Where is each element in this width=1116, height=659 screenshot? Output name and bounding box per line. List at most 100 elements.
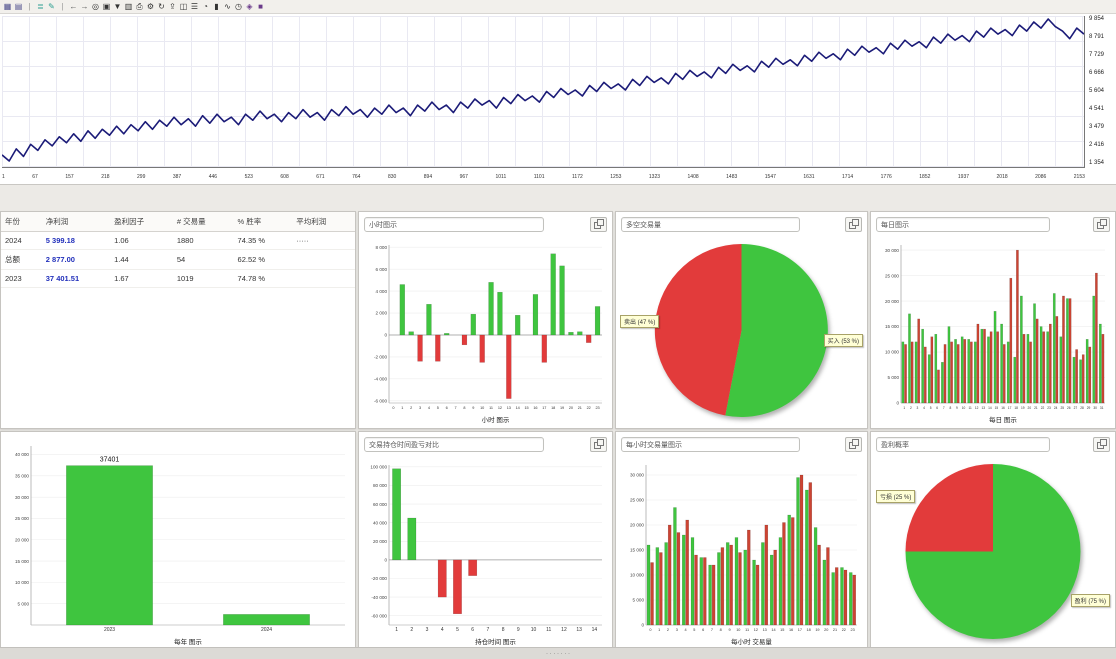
bar bbox=[392, 468, 401, 561]
filter-icon[interactable]: ▼ bbox=[113, 1, 122, 11]
settings-icon[interactable]: ⚙ bbox=[146, 1, 155, 11]
bar-chart-svg: 100 000 80 000 60 000 40 000 20 000 0 -20 000 -… bbox=[370, 465, 602, 646]
table-row[interactable]: 2024 5 399.18 1.06 1880 74.35 % ····· bbox=[1, 231, 355, 250]
arrow-right-icon[interactable]: → bbox=[80, 1, 89, 11]
table-row[interactable]: 2023 37 401.51 1.67 1019 74.78 % bbox=[1, 269, 355, 288]
tick-label: 13 bbox=[576, 627, 582, 633]
table-header[interactable]: % 胜率 bbox=[233, 212, 293, 232]
tick-label: 2 bbox=[410, 627, 413, 633]
calendar-icon[interactable]: ▣ bbox=[102, 1, 111, 11]
table-cell: 62.52 % bbox=[233, 249, 293, 270]
table-header[interactable]: 盈利因子 bbox=[110, 212, 173, 232]
tick-label: 1 bbox=[658, 628, 660, 632]
bar bbox=[852, 574, 856, 626]
tick-label: 15 bbox=[780, 628, 784, 632]
bar bbox=[650, 562, 654, 626]
tick-label: 3 bbox=[426, 627, 429, 633]
pie-icon[interactable]: ◔ bbox=[203, 1, 208, 11]
bar-chart-svg: 8 000 6 000 4 000 2 000 0 -2 000 -4 000 -6 000 0… bbox=[374, 245, 602, 424]
tick-label: 14 bbox=[516, 406, 520, 410]
pie-callout: 卖出 (47 %) bbox=[620, 315, 660, 329]
x-tick: 1631 bbox=[803, 173, 815, 180]
bar bbox=[1029, 341, 1032, 404]
bar-icon[interactable]: ▮ bbox=[214, 1, 219, 11]
tick-label: 3 bbox=[676, 628, 678, 632]
copy-icon[interactable] bbox=[1093, 217, 1110, 232]
copy-icon[interactable] bbox=[845, 437, 862, 452]
copy-icon[interactable] bbox=[1093, 437, 1110, 452]
bar bbox=[989, 331, 993, 404]
duration-title-input[interactable]: 交易持仓时间盈亏对比 bbox=[364, 437, 545, 452]
table-header[interactable]: 净利润 bbox=[41, 212, 111, 232]
table-header[interactable]: 年份 bbox=[1, 212, 42, 232]
zoom-icon[interactable]: ◎ bbox=[92, 1, 99, 11]
win-pie-title-input[interactable]: 盈利概率 bbox=[876, 437, 1050, 452]
win-pie-chart: 盈利 (75 %) 亏损 (25 %) bbox=[874, 456, 1112, 647]
tick-label: -6 000 bbox=[374, 399, 387, 404]
arrow-left-icon[interactable]: ← bbox=[69, 1, 78, 11]
export-icon[interactable]: ⇪ bbox=[169, 1, 176, 11]
tick-label: 25 000 bbox=[15, 516, 29, 521]
buy-sell-pie-title-input[interactable]: 多空交易量 bbox=[621, 217, 800, 232]
tick-label: 16 bbox=[1001, 406, 1005, 410]
layout-icon[interactable]: ◫ bbox=[179, 1, 188, 11]
tick-label: 5 bbox=[456, 627, 459, 633]
x-tick: 446 bbox=[208, 173, 218, 180]
y-tick: 1 354 bbox=[1089, 160, 1105, 166]
tick-label: 21 bbox=[833, 628, 837, 632]
bar bbox=[980, 328, 984, 404]
bar bbox=[1000, 323, 1003, 404]
copy-icon[interactable] bbox=[845, 217, 862, 232]
bar bbox=[1101, 333, 1105, 404]
table-row[interactable]: 总额 2 877.00 1.44 54 62.52 % bbox=[1, 249, 355, 270]
tick-label: 100 000 bbox=[370, 465, 387, 470]
copy-icon[interactable] bbox=[590, 437, 607, 452]
info-icon[interactable]: ■ bbox=[258, 1, 263, 11]
refresh-icon[interactable]: ↻ bbox=[158, 1, 165, 11]
bar bbox=[947, 326, 951, 404]
table-icon[interactable]: ≣ bbox=[37, 1, 44, 11]
tick-label: 2 bbox=[910, 406, 912, 410]
line-icon[interactable]: ∿ bbox=[224, 1, 231, 11]
equity-plot-area[interactable] bbox=[2, 16, 1085, 168]
clock-icon[interactable]: ◷ bbox=[235, 1, 242, 11]
tick-label: 80 000 bbox=[373, 483, 387, 488]
bar bbox=[729, 544, 733, 626]
bar bbox=[586, 334, 592, 343]
daily-title-input[interactable]: 每日图示 bbox=[876, 217, 1050, 232]
tick-label: 20 bbox=[569, 406, 573, 410]
x-tick: 1101 bbox=[533, 173, 545, 180]
tag-icon[interactable]: ◈ bbox=[246, 1, 253, 11]
bar bbox=[685, 519, 689, 626]
print-icon[interactable]: ⎙ bbox=[136, 1, 143, 11]
table-header[interactable]: 平均利润 bbox=[292, 212, 355, 232]
chart-icon[interactable]: ▤ bbox=[14, 1, 23, 11]
tick-label: 13 bbox=[981, 406, 985, 410]
table-header[interactable]: # 交易量 bbox=[172, 212, 234, 232]
x-tick: 967 bbox=[459, 173, 468, 180]
bar bbox=[1068, 298, 1072, 404]
bar bbox=[787, 514, 791, 626]
save-icon[interactable]: ▥ bbox=[124, 1, 133, 11]
bar bbox=[923, 346, 927, 404]
list-icon[interactable]: ☰ bbox=[190, 1, 199, 11]
tick-label: 19 bbox=[560, 406, 564, 410]
grid-icon[interactable]: ▦ bbox=[3, 1, 12, 11]
x-tick: 67 bbox=[32, 173, 38, 180]
pencil-icon[interactable]: ✎ bbox=[48, 1, 55, 11]
tick-label: 11 bbox=[745, 628, 749, 632]
bar bbox=[1075, 349, 1078, 404]
x-tick: 1483 bbox=[726, 173, 738, 180]
tick-label: 4 bbox=[923, 406, 925, 410]
bar bbox=[708, 564, 712, 626]
equity-x-axis: 1 67 157 218 299 387 446 523 608 671 764 830 894 967 1… bbox=[2, 170, 1085, 183]
bar bbox=[1092, 295, 1096, 404]
tick-label: 0 bbox=[641, 623, 644, 628]
bar bbox=[664, 542, 668, 626]
hourly-pl-title-input[interactable]: 小时图示 bbox=[364, 217, 545, 232]
tick-label: 6 bbox=[446, 406, 448, 410]
hourly-volume-title-input[interactable]: 每小时交易量图示 bbox=[621, 437, 800, 452]
bar bbox=[927, 354, 931, 404]
tick-label: 25 bbox=[1060, 406, 1064, 410]
copy-icon[interactable] bbox=[590, 217, 607, 232]
